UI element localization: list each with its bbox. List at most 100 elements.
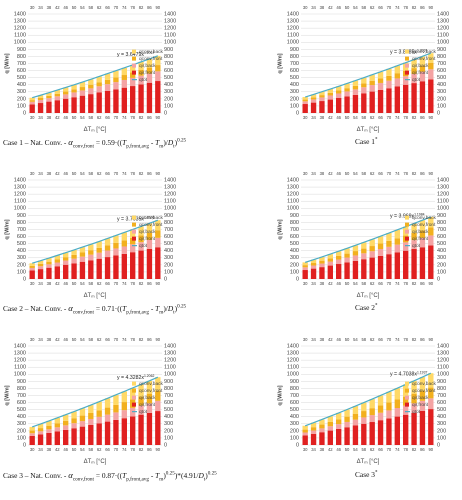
y-tick-label: 800	[290, 54, 299, 60]
y2-tick-label: 300	[437, 255, 446, 261]
y2-tick-label: 400	[164, 414, 173, 420]
bar	[54, 255, 60, 260]
y-tick-label: 400	[290, 248, 299, 254]
bar	[130, 64, 136, 73]
bar	[302, 101, 308, 105]
x-axis-title-part: m	[364, 294, 368, 299]
legend-label: qtot	[412, 409, 421, 415]
bar	[403, 76, 409, 85]
x-tick-label: 74	[122, 281, 127, 286]
caption-text: T	[155, 138, 160, 147]
bar	[104, 84, 111, 91]
legend-label: qtot	[139, 243, 148, 249]
bar	[146, 67, 153, 74]
bar	[377, 82, 384, 90]
bar	[386, 410, 392, 419]
bar	[428, 69, 434, 80]
y2-tick-label: 600	[437, 234, 446, 240]
bar	[54, 431, 60, 445]
x-tick-label: 70	[114, 281, 119, 286]
legend-label: qtot	[412, 243, 421, 249]
bar	[79, 256, 86, 262]
legend-label: qconv,back	[139, 49, 164, 55]
x-tick-label-top: 30	[303, 171, 308, 176]
bar	[394, 238, 400, 245]
trendline-exponent: 1.2006	[144, 215, 154, 219]
y-tick-label: 1200	[14, 26, 26, 32]
x-tick-label: 70	[387, 447, 392, 452]
bar	[327, 421, 333, 427]
legend-label: qconv,front	[139, 56, 163, 62]
legend-label: qtot	[139, 77, 148, 83]
legend-label: qir,front	[139, 402, 156, 408]
y-tick-label: 200	[290, 96, 299, 102]
bar	[419, 220, 426, 231]
x-tick-label: 46	[63, 447, 68, 452]
bar	[88, 418, 94, 425]
bar	[146, 403, 153, 413]
bar	[310, 268, 317, 279]
x-tick-label-top: 54	[353, 171, 358, 176]
bar	[336, 93, 342, 99]
y-tick-label: 1200	[287, 358, 299, 364]
caption-text: Case 1	[355, 137, 375, 146]
bar	[37, 95, 44, 99]
x-tick-label: 42	[328, 447, 333, 452]
bar	[113, 404, 119, 413]
bar	[344, 253, 350, 258]
bar	[79, 426, 86, 445]
legend-label: qconv,front	[412, 222, 436, 228]
x-tick-label: 58	[88, 115, 93, 120]
caption-text: m	[159, 309, 164, 316]
bar	[88, 254, 94, 261]
bar	[130, 77, 136, 87]
x-tick-label: 62	[97, 115, 102, 120]
y-tick-label: 300	[290, 421, 299, 427]
bar	[29, 270, 35, 279]
bar	[327, 89, 333, 93]
x-tick-label-top: 54	[80, 171, 85, 176]
bar	[302, 265, 308, 268]
y2-tick-label: 1200	[164, 192, 176, 198]
x-axis-title-part: [°C]	[95, 293, 107, 299]
x-tick-label: 54	[80, 447, 85, 452]
y2-tick-label: 400	[437, 82, 446, 88]
y-axis-title: q [W/m]	[277, 219, 283, 239]
bar	[336, 428, 342, 445]
x-tick-label-top: 50	[345, 5, 350, 10]
y-tick-label: 0	[296, 110, 299, 116]
bar	[88, 244, 94, 251]
x-tick-label: 74	[122, 115, 127, 120]
bar	[369, 85, 375, 92]
caption-text: = 0.59·((	[93, 138, 123, 147]
y2-tick-label: 100	[164, 269, 173, 275]
bar	[63, 425, 69, 430]
y2-tick-label: 700	[164, 227, 173, 233]
caption-text: t	[173, 143, 175, 150]
x-tick-label: 58	[88, 281, 93, 286]
caption: Case 3 – Nat. Conv. - αconv,front = 0.87…	[3, 470, 217, 482]
bar	[121, 402, 127, 411]
caption-text: *	[374, 469, 378, 476]
bar	[394, 65, 400, 74]
x-tick-label-top: 78	[130, 171, 135, 176]
y2-tick-label: 900	[437, 379, 446, 385]
x-tick-label-top: 66	[378, 5, 383, 10]
x-axis-title-part: ΔT	[357, 127, 365, 133]
bar	[113, 235, 119, 243]
y-tick-label: 1300	[14, 351, 26, 357]
y-tick-label: 1100	[14, 365, 26, 371]
x-tick-label-top: 74	[122, 337, 127, 342]
x-tick-label: 42	[55, 281, 60, 286]
bar	[54, 266, 60, 279]
x-axis-title-part: ΔT	[357, 293, 365, 299]
bar	[121, 67, 127, 76]
x-tick-label-top: 38	[320, 337, 325, 342]
legend-swatch	[405, 215, 409, 220]
bar	[54, 417, 60, 424]
legend-swatch	[132, 402, 136, 407]
bar	[71, 423, 77, 429]
x-tick-label-top: 38	[320, 171, 325, 176]
x-tick-label: 38	[320, 447, 325, 452]
y-tick-label: 700	[17, 393, 26, 399]
